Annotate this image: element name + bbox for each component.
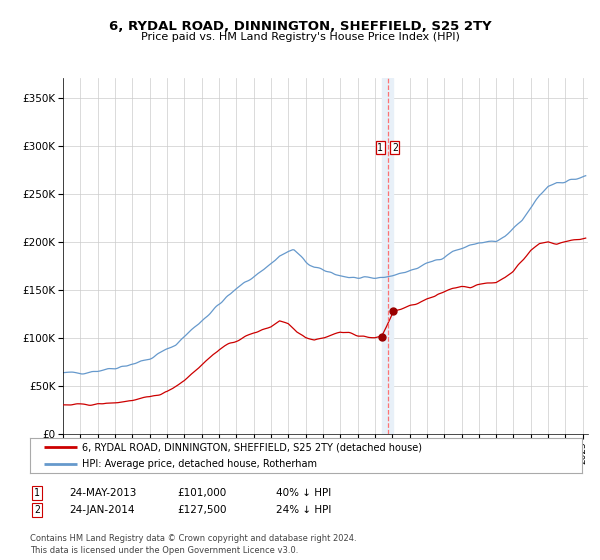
Text: 6, RYDAL ROAD, DINNINGTON, SHEFFIELD, S25 2TY: 6, RYDAL ROAD, DINNINGTON, SHEFFIELD, S2… — [109, 20, 491, 34]
Text: 1: 1 — [377, 143, 383, 152]
Text: £127,500: £127,500 — [177, 505, 227, 515]
Text: 2: 2 — [392, 143, 398, 152]
Text: 24% ↓ HPI: 24% ↓ HPI — [276, 505, 331, 515]
Text: Contains HM Land Registry data © Crown copyright and database right 2024.
This d: Contains HM Land Registry data © Crown c… — [30, 534, 356, 555]
Text: Price paid vs. HM Land Registry's House Price Index (HPI): Price paid vs. HM Land Registry's House … — [140, 32, 460, 42]
Text: 24-MAY-2013: 24-MAY-2013 — [69, 488, 136, 498]
Text: 40% ↓ HPI: 40% ↓ HPI — [276, 488, 331, 498]
Text: 24-JAN-2014: 24-JAN-2014 — [69, 505, 134, 515]
Text: £101,000: £101,000 — [177, 488, 226, 498]
Text: 1: 1 — [34, 488, 40, 498]
Text: 6, RYDAL ROAD, DINNINGTON, SHEFFIELD, S25 2TY (detached house): 6, RYDAL ROAD, DINNINGTON, SHEFFIELD, S2… — [82, 442, 422, 452]
Bar — [382, 78, 394, 434]
Text: 2: 2 — [34, 505, 40, 515]
Text: HPI: Average price, detached house, Rotherham: HPI: Average price, detached house, Roth… — [82, 459, 317, 469]
